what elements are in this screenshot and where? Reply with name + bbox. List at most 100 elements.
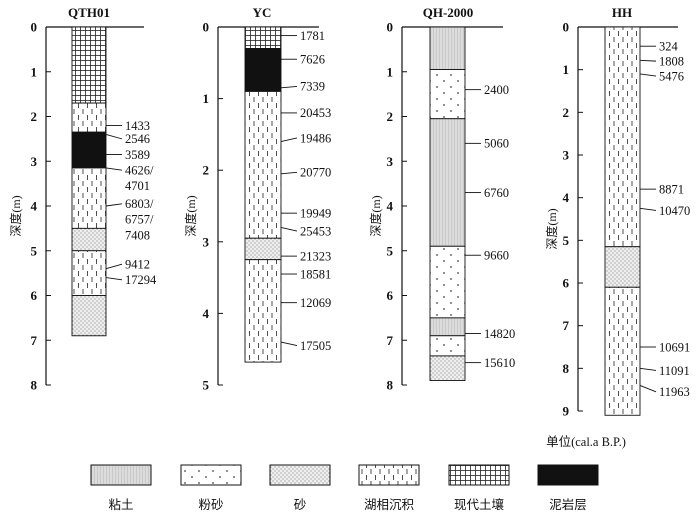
- core-qh-2000: QH-2000 0 1 2 3 4 5 6 7 8 深度(m) 2400 5060 6760 9660 148…: [368, 5, 515, 393]
- tick-label: 2: [203, 163, 210, 178]
- legend-swatch: [269, 464, 331, 486]
- legend-swatch: [448, 464, 510, 486]
- tick-label: 8: [563, 361, 570, 376]
- legend: 粘土 粉砂 砂 湖相沉积 现代土壤 泥岩层: [90, 464, 599, 512]
- core-title: QTH01: [68, 5, 110, 20]
- age-label: 18581: [300, 267, 331, 281]
- core-title: QH-2000: [423, 5, 474, 20]
- tick-label: 4: [31, 199, 38, 214]
- tick-label: 1: [203, 91, 210, 106]
- legend-swatch: [537, 464, 599, 486]
- age-label: 20453: [300, 106, 331, 120]
- age-label: 5060: [484, 137, 509, 151]
- age-leader: [639, 384, 657, 393]
- layer-lacustrine: [604, 26, 641, 248]
- y-axis-label: 深度(m): [368, 195, 383, 236]
- tick-label: 6: [31, 288, 38, 303]
- age-label: 20770: [300, 166, 331, 180]
- age-label: 1433: [125, 119, 150, 133]
- age-label: 1808: [659, 54, 684, 68]
- age-leader: [639, 59, 657, 62]
- tick-label: 3: [563, 148, 570, 163]
- layer-silt: [429, 245, 466, 319]
- age-label: 14820: [484, 327, 515, 341]
- layer-sand: [244, 237, 282, 261]
- age-label: 19949: [300, 206, 331, 220]
- tick-label: 4: [203, 306, 210, 321]
- tick-label: 4: [563, 190, 570, 205]
- core-title: YC: [253, 5, 272, 20]
- age-label: 7408: [125, 228, 150, 242]
- age-label: 3589: [125, 148, 150, 162]
- layer-lacustrine: [71, 250, 107, 296]
- layer-clay: [429, 26, 466, 70]
- age-label: 8871: [659, 182, 684, 196]
- legend-label: 泥岩层: [549, 497, 587, 512]
- layer-sand: [429, 355, 466, 381]
- legend-swatch: [180, 464, 242, 486]
- tick-label: 6: [563, 276, 570, 291]
- age-label: 6803/: [125, 197, 154, 211]
- tick-label: 7: [31, 333, 38, 348]
- age-leader: [639, 207, 657, 211]
- legend-item-silt: 粉砂: [180, 464, 242, 512]
- tick-label: 1: [31, 64, 38, 79]
- legend-label: 粉砂: [198, 497, 223, 512]
- age-leader: [105, 263, 123, 270]
- layer-lacustrine: [71, 102, 107, 133]
- layer-mudstone: [244, 48, 282, 92]
- tick-label: 9: [563, 404, 570, 419]
- age-label: 1781: [300, 29, 325, 43]
- y-axis-label: 深度(m): [8, 195, 23, 236]
- legend-label: 粘土: [108, 497, 133, 512]
- age-leader: [280, 137, 298, 142]
- legend-item-modern-soil: 现代土壤: [448, 464, 510, 512]
- layer-silt: [429, 335, 466, 357]
- age-label: 10691: [659, 340, 690, 354]
- age-label: 2400: [484, 83, 509, 97]
- tick-label: 2: [563, 105, 570, 120]
- layer-modern-soil: [244, 26, 282, 49]
- tick-label: 1: [387, 64, 394, 79]
- tick-label: 2: [387, 109, 394, 124]
- layer-lacustrine: [71, 167, 107, 229]
- tick-label: 3: [203, 234, 210, 249]
- layer-clay: [429, 118, 466, 247]
- tick-label: 6: [387, 288, 394, 303]
- age-label: 6757/: [125, 213, 154, 227]
- age-leader: [280, 341, 298, 347]
- age-label: 7626: [300, 53, 325, 67]
- layer-sand: [604, 246, 641, 288]
- legend-item-lacustrine: 湖相沉积: [358, 464, 420, 512]
- age-label: 9660: [484, 249, 509, 263]
- layer-lacustrine: [244, 259, 282, 363]
- layer-sand: [71, 295, 107, 337]
- layer-sand: [71, 227, 107, 252]
- age-leader: [280, 171, 298, 175]
- age-label: 4701: [125, 179, 150, 193]
- layer-lacustrine: [604, 286, 641, 416]
- tick-label: 8: [31, 378, 38, 393]
- layer-lacustrine: [244, 90, 282, 239]
- age-label: 2546: [125, 132, 150, 146]
- unit-note: 单位(cal.a B.P.): [546, 434, 626, 449]
- legend-label: 砂: [294, 498, 307, 512]
- age-label: 11963: [659, 385, 690, 399]
- tick-label: 0: [563, 20, 570, 35]
- tick-label: 3: [387, 154, 394, 169]
- age-label: 11091: [659, 364, 690, 378]
- y-axis-label: 深度(m): [183, 195, 198, 236]
- tick-label: 3: [31, 154, 38, 169]
- legend-label: 湖相沉积: [364, 497, 414, 512]
- tick-label: 4: [387, 199, 394, 214]
- age-leader: [105, 167, 123, 171]
- layer-mudstone: [71, 131, 107, 169]
- age-label: 4626/: [125, 164, 154, 178]
- tick-label: 7: [563, 318, 570, 333]
- age-label: 7339: [300, 80, 325, 94]
- tick-label: 0: [31, 20, 38, 35]
- age-label: 17505: [300, 339, 331, 353]
- tick-label: 1: [563, 62, 570, 77]
